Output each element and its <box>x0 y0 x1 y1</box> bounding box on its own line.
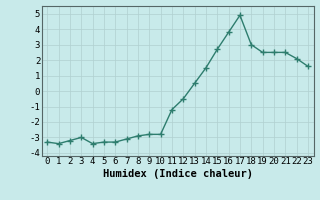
X-axis label: Humidex (Indice chaleur): Humidex (Indice chaleur) <box>103 169 252 179</box>
